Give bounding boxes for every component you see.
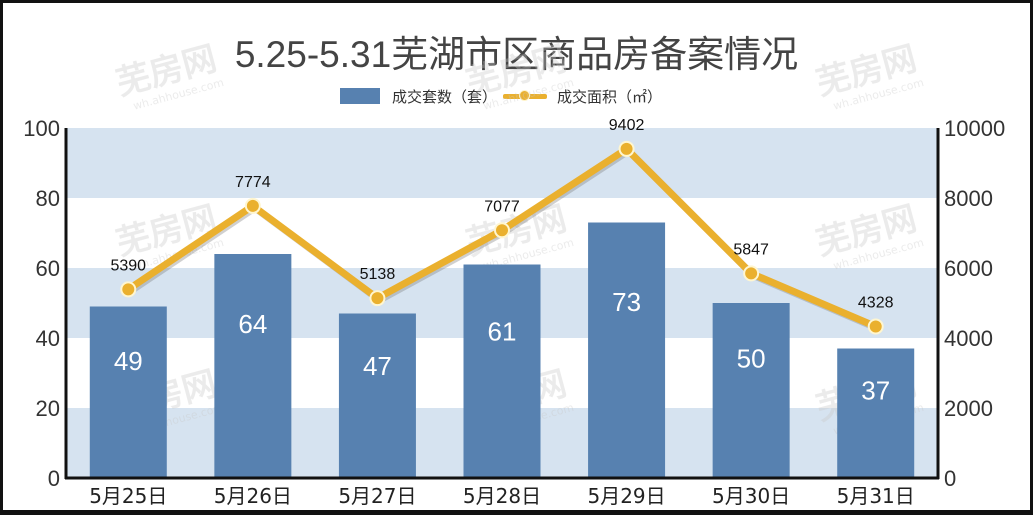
bar-value-label: 47 <box>363 351 392 381</box>
y-tick-label: 60 <box>36 256 60 281</box>
right-axis-ticks: 0 2000 4000 6000 8000 10000 <box>944 116 1005 491</box>
line-point <box>494 222 510 239</box>
x-tick-label: 5月25日 <box>89 484 167 508</box>
y2-tick-label: 0 <box>944 466 956 491</box>
y2-tick-label: 2000 <box>944 396 993 421</box>
bar-value-label: 64 <box>238 309 267 339</box>
line-value-label: 4328 <box>858 295 894 312</box>
line-value-label: 5847 <box>733 241 769 258</box>
x-axis-labels: 5月25日 5月26日 5月27日 5月28日 5月29日 5月30日 5月31日 <box>89 484 915 508</box>
bar <box>89 306 167 478</box>
x-tick-label: 5月27日 <box>338 484 416 508</box>
line-value-label: 7774 <box>235 174 271 191</box>
y-tick-label: 80 <box>36 186 60 211</box>
left-axis-ticks: 0 20 40 60 80 100 <box>23 116 60 491</box>
line-value-label: 9402 <box>609 117 645 134</box>
x-tick-label: 5月30日 <box>712 484 790 508</box>
line-point <box>618 140 635 157</box>
bar <box>338 313 416 478</box>
bar <box>712 303 790 478</box>
legend-line-swatch <box>503 88 548 104</box>
y2-tick-label: 6000 <box>944 256 993 281</box>
line-point <box>120 281 137 298</box>
bar-value-label: 37 <box>861 375 890 405</box>
y-tick-label: 100 <box>23 116 60 141</box>
y-tick-label: 0 <box>48 466 60 491</box>
line-value-label: 5138 <box>360 266 396 283</box>
line-point <box>867 318 884 335</box>
line-value-label: 5390 <box>110 257 146 274</box>
line-point <box>369 290 386 307</box>
legend: 成交套数（套） 成交面积（㎡） <box>340 86 662 106</box>
grid-band <box>66 128 938 198</box>
line-point <box>244 197 261 214</box>
axes <box>64 128 940 480</box>
legend-line-label: 成交面积（㎡） <box>557 87 663 106</box>
bar-value-label: 73 <box>612 287 641 317</box>
y2-tick-label: 4000 <box>944 326 993 351</box>
line-point <box>743 265 760 282</box>
x-tick-label: 5月31日 <box>837 484 915 508</box>
x-tick-label: 5月26日 <box>214 484 292 508</box>
legend-bar-label: 成交套数（套） <box>392 87 498 106</box>
x-tick-label: 5月28日 <box>463 484 541 508</box>
bar-value-label: 49 <box>114 346 143 376</box>
legend-bar-swatch <box>340 88 380 104</box>
bar-value-label: 61 <box>488 317 517 347</box>
line-series: 5390 7774 5138 7077 9402 5847 4328 <box>110 117 894 335</box>
bar <box>837 348 915 478</box>
y2-tick-label: 8000 <box>944 186 993 211</box>
bar-series: 49 64 47 61 73 50 37 <box>89 222 915 478</box>
y-tick-label: 40 <box>36 326 60 351</box>
bar <box>214 254 292 478</box>
x-tick-label: 5月29日 <box>587 484 665 508</box>
bar-value-label: 50 <box>737 344 766 374</box>
chart-title: 5.25-5.31芜湖市区商品房备案情况 <box>234 34 799 75</box>
y-tick-label: 20 <box>36 396 60 421</box>
bar <box>588 222 666 478</box>
grid-bands <box>66 128 938 478</box>
line-value-label: 7077 <box>484 198 520 215</box>
y2-tick-label: 10000 <box>944 116 1005 141</box>
bar <box>463 264 541 478</box>
